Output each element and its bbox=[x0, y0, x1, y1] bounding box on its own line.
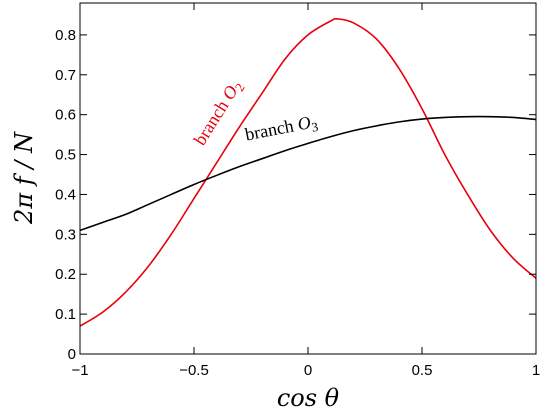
y-tick-label: 0 bbox=[68, 346, 76, 363]
series-line-1 bbox=[79, 17, 537, 327]
y-tick-label: 0.8 bbox=[55, 27, 76, 44]
y-tick-label: 0.1 bbox=[55, 306, 76, 323]
x-tick-label: 0.5 bbox=[412, 362, 433, 379]
x-tick-label: 0 bbox=[304, 362, 312, 379]
series-line-2 bbox=[79, 115, 537, 232]
x-axis-label: cos θ bbox=[277, 384, 340, 412]
ticks-layer: −1 −0.5 0 0.5 1 0 0.1 0.2 0.3 0.4 0.5 0.6 0.7 0.8 bbox=[55, 3, 540, 379]
y-tick-label: 0.2 bbox=[55, 266, 76, 283]
y-axis-label: 2π f / N bbox=[10, 131, 38, 225]
y-tick-label: 0.5 bbox=[55, 147, 76, 164]
x-tick-label: 1 bbox=[532, 362, 540, 379]
y-tick-label: 0.4 bbox=[55, 186, 76, 203]
y-tick-label: 0.6 bbox=[55, 107, 76, 124]
x-tick-label: −0.5 bbox=[179, 362, 209, 379]
series-layer bbox=[79, 17, 537, 327]
y-tick-label: 0.3 bbox=[55, 226, 76, 243]
x-tick-label: −1 bbox=[71, 362, 88, 379]
plot-area-background bbox=[80, 3, 536, 354]
y-tick-label: 0.7 bbox=[55, 67, 76, 84]
